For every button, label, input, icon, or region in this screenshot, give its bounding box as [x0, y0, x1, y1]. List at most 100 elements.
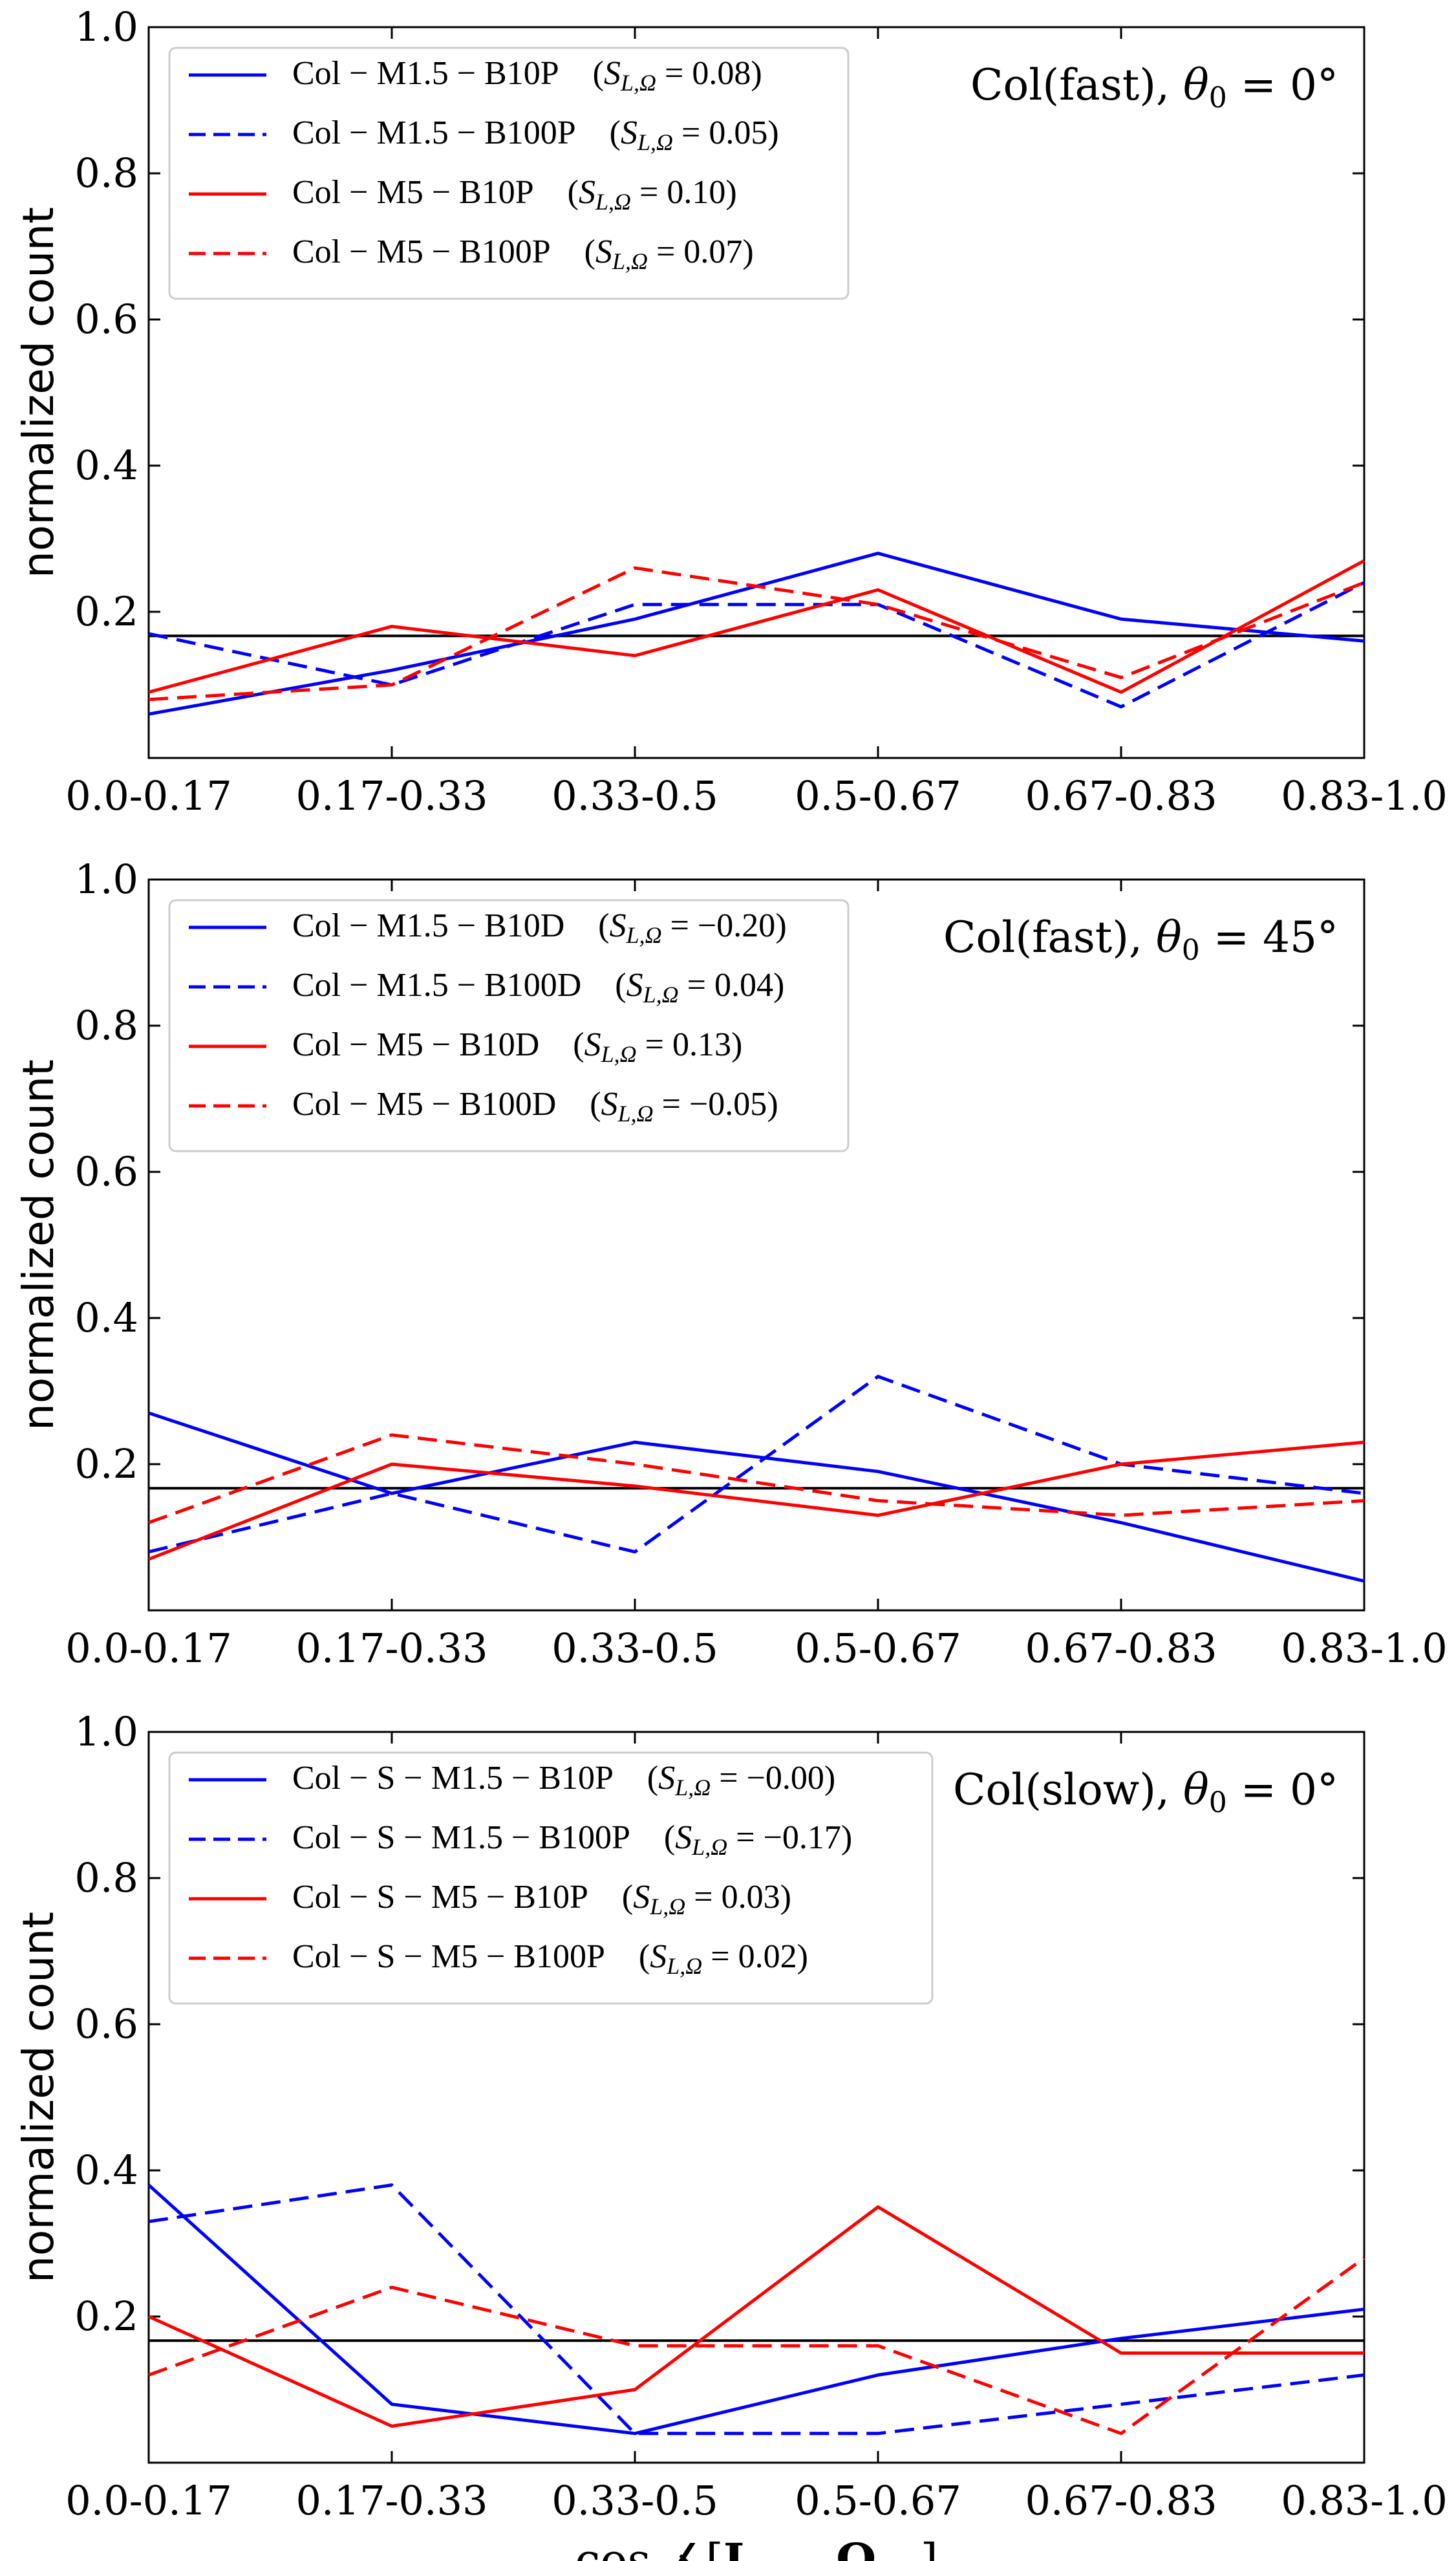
- x-tick-label: 0.17-0.33: [295, 1625, 487, 1672]
- y-tick-label: 0.2: [74, 1440, 138, 1487]
- x-tick-label: 0.67-0.83: [1025, 2477, 1217, 2524]
- legend-s-value: 0.05: [709, 114, 767, 151]
- legend-s-value: 0.13: [672, 1026, 731, 1063]
- legend-s-subscript: L,Ω: [617, 1101, 654, 1127]
- legend-box: [168, 899, 850, 1152]
- y-tick-label: 1.0: [74, 856, 138, 903]
- series-line-3: [148, 1440, 1365, 1561]
- legend-entry-1: Col − M1.5 − B10D (SL,Ω = −0.20): [292, 907, 787, 948]
- legend-paren-close: ): [725, 174, 736, 211]
- annotation-subscript: 0: [1209, 81, 1227, 114]
- legend-equals: =: [648, 233, 683, 270]
- annotation-subscript: 0: [1182, 934, 1200, 967]
- annotation-main: Col(fast),: [943, 913, 1156, 962]
- legend-equals: =: [702, 1938, 738, 1975]
- legend-series-name: Col − M5 − B100P: [292, 233, 551, 270]
- x-tick-label: 0.33-0.5: [551, 1625, 718, 1672]
- legend-s-subscript: L,Ω: [626, 922, 662, 948]
- legend-paren-close: ): [767, 114, 778, 151]
- legend-series-name: Col − M1.5 − B10P: [292, 55, 559, 92]
- y-tick-label: 0.6: [74, 1148, 138, 1195]
- legend-entry-1: Col − M1.5 − B10P (SL,Ω = 0.08): [292, 55, 762, 96]
- xlabel-close: ]: [920, 2534, 937, 2561]
- legend-s-symbol: S: [675, 1819, 692, 1856]
- panel-3: 0.2 0.4 0.6 0.8 1.0 0.0-0.17 0.17-0.33 0.33-0.5…: [14, 1708, 1448, 2561]
- y-tick-label: 1.0: [74, 1708, 138, 1755]
- annotation-theta: θ: [1183, 1765, 1209, 1815]
- legend-s-subscript: L,Ω: [666, 1953, 702, 1979]
- x-tick-label: 0.33-0.5: [551, 772, 718, 819]
- legend-paren: (: [564, 907, 609, 944]
- x-tick-label: 0.5-0.67: [795, 772, 961, 819]
- y-tick-label: 0.4: [74, 1294, 138, 1341]
- series-line-2: [148, 1374, 1365, 1554]
- y-axis-label: normalized count: [14, 1059, 63, 1431]
- legend-paren: (: [581, 967, 626, 1004]
- y-tick-label: 0.8: [74, 1002, 138, 1049]
- legend-s-subscript: L,Ω: [612, 248, 648, 274]
- series-line-3: [147, 2205, 1364, 2428]
- x-tick-label: 0.67-0.83: [1025, 1625, 1217, 1672]
- legend-paren-close: ): [773, 967, 784, 1004]
- xlabel-cos: cos ∡[: [575, 2534, 723, 2561]
- x-tick-label: 0.0-0.17: [65, 2477, 232, 2524]
- annotation-equals: = 0°: [1227, 60, 1338, 110]
- panel-annotation: Col(fast), θ0 = 45°: [943, 913, 1338, 967]
- legend-s-symbol: S: [601, 1086, 618, 1123]
- y-tick-label: 0.4: [74, 442, 138, 489]
- panel-1: 0.2 0.4 0.6 0.8 1.0 0.0-0.17 0.17-0.33 0.33-0.5…: [14, 3, 1448, 819]
- axes-frame: [147, 1731, 1365, 2464]
- annotation-subscript: 0: [1209, 1786, 1227, 1819]
- legend-series-name: Col − M5 − B100D: [292, 1086, 556, 1123]
- legend-entry-4: Col − M5 − B100P (SL,Ω = 0.07): [292, 233, 754, 274]
- y-tick-label: 0.8: [74, 1854, 138, 1901]
- x-tick-label: 0.83-1.0: [1281, 2477, 1448, 2524]
- legend-series-name: Col − M1.5 − B100P: [292, 114, 576, 151]
- legend-equals: =: [727, 1819, 763, 1856]
- legend-entry-4: Col − S − M5 − B100P (SL,Ω = 0.02): [292, 1938, 808, 1979]
- panel-annotation: Col(slow), θ0 = 0°: [953, 1765, 1338, 1819]
- legend-paren-close: ): [751, 55, 762, 92]
- axes-frame: [147, 878, 1365, 1612]
- legend-s-subscript: L,Ω: [620, 70, 656, 96]
- legend-equals: =: [631, 174, 667, 211]
- legend-s-symbol: S: [595, 233, 612, 270]
- legend-paren: (: [534, 174, 579, 211]
- legend-paren-close: ): [775, 907, 786, 944]
- y-tick-label: 1.0: [74, 3, 138, 50]
- legend-series-name: Col − M1.5 − B10D: [292, 907, 564, 944]
- x-tick-label: 0.0-0.17: [65, 1625, 232, 1672]
- series-line-1: [148, 1411, 1365, 1583]
- annotation-main: Col(fast),: [970, 60, 1183, 110]
- xlabel-L: L: [723, 2533, 755, 2561]
- x-axis-label: cos ∡[Lcore,Ωcol]: [575, 2533, 938, 2561]
- legend-s-symbol: S: [650, 1938, 667, 1975]
- legend-s-subscript: L,Ω: [643, 982, 679, 1008]
- xlabel-L-sub: core: [755, 2557, 822, 2561]
- legend-paren: (: [588, 1879, 633, 1916]
- legend-equals: =: [654, 1086, 689, 1123]
- y-tick-label: 0.6: [74, 2000, 138, 2048]
- legend-entry-3: Col − M5 − B10D (SL,Ω = 0.13): [292, 1026, 742, 1067]
- y-axis-label: normalized count: [14, 207, 63, 578]
- legend-paren: (: [559, 55, 604, 92]
- legend-equals: =: [637, 1026, 672, 1063]
- legend-s-subscript: L,Ω: [674, 1775, 711, 1800]
- legend-s-value: −0.00: [747, 1760, 824, 1797]
- x-tick-label: 0.17-0.33: [295, 772, 487, 819]
- series-line-4: [148, 1433, 1365, 1524]
- legend-s-value: 0.08: [692, 55, 751, 92]
- legend-paren: (: [576, 114, 621, 151]
- legend-paren: (: [630, 1819, 675, 1856]
- legend-entry-2: Col − M1.5 − B100P (SL,Ω = 0.05): [292, 114, 779, 155]
- x-tick-label: 0.5-0.67: [795, 2477, 961, 2524]
- x-tick-label: 0.5-0.67: [795, 1625, 961, 1672]
- legend-series-name: Col − M5 − B10P: [292, 174, 534, 211]
- xlabel-comma: ,: [822, 2534, 836, 2561]
- annotation-theta: θ: [1156, 913, 1182, 962]
- legend-entry-2: Col − M1.5 − B100D (SL,Ω = 0.04): [292, 967, 784, 1008]
- legend-paren-close: ): [742, 233, 753, 270]
- x-tick-label: 0.17-0.33: [295, 2477, 487, 2524]
- annotation-equals: = 0°: [1227, 1765, 1338, 1815]
